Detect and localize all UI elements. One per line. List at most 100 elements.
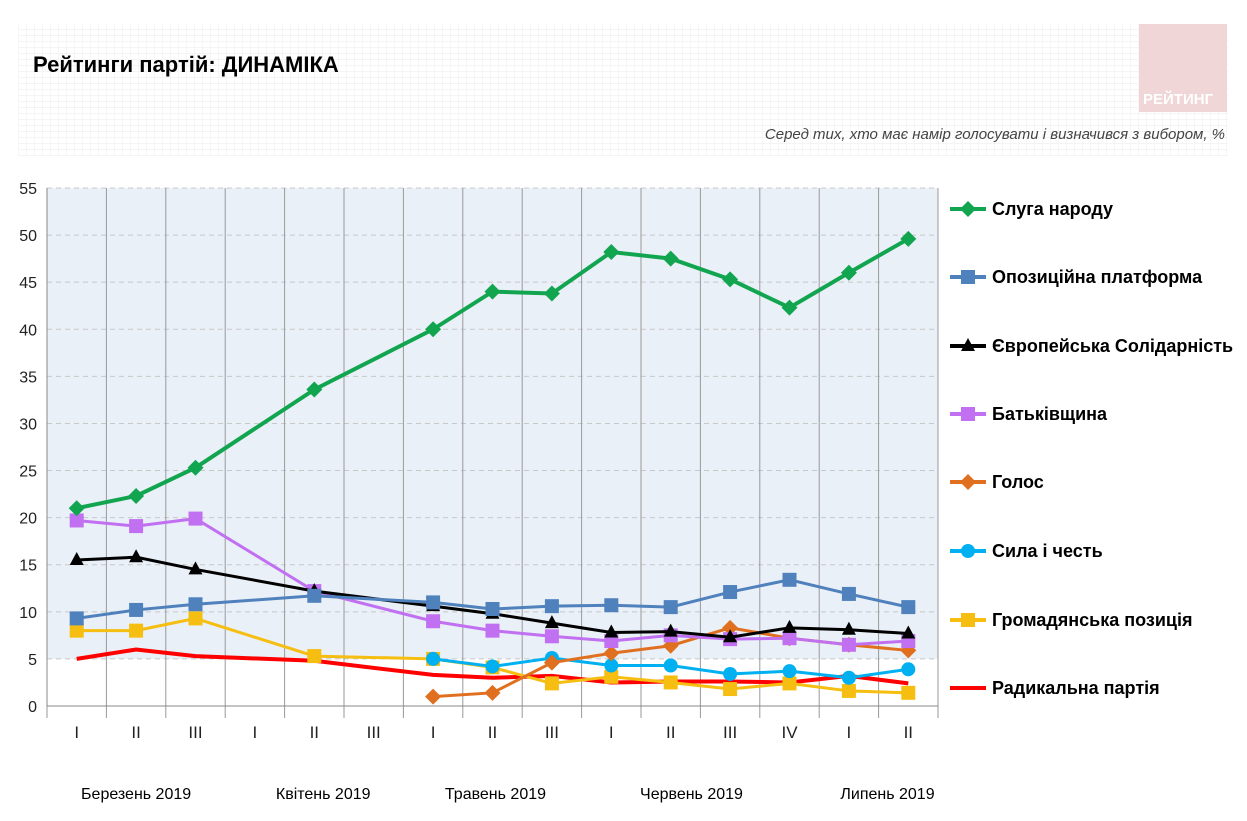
data-point-triangle (544, 615, 559, 629)
data-point-square (188, 611, 203, 626)
data-point-diamond (68, 500, 85, 517)
x-tick-label: II (310, 723, 319, 742)
data-point-square (604, 669, 619, 684)
legend-label: Європейська Солідарність (992, 335, 1234, 356)
data-point-square (544, 629, 559, 644)
data-point-diamond (128, 487, 145, 504)
data-point-square (426, 595, 441, 610)
data-point-diamond (425, 688, 442, 705)
data-point-square (485, 601, 500, 616)
legend-item: Голос (950, 470, 1044, 494)
data-point-square (841, 586, 856, 601)
legend-marker-icon (950, 270, 986, 284)
x-tick-label: I (74, 723, 79, 742)
data-point-diamond (781, 299, 798, 316)
legend-label: Слуга народу (992, 198, 1114, 219)
data-point-square (307, 649, 322, 664)
month-label: Квітень 2019 (275, 786, 371, 803)
x-tick-label: III (367, 723, 381, 742)
data-point-square (782, 631, 797, 646)
legend-marker-icon (950, 201, 986, 217)
legend-label: Сила і честь (992, 540, 1103, 561)
legend-marker-icon (950, 474, 986, 490)
y-tick-label: 15 (19, 558, 37, 575)
chart-subtitle: Серед тих, хто має намір голосувати і ви… (764, 126, 1225, 143)
month-label: Червень 2019 (640, 786, 743, 803)
legend-label: Батьківщина (992, 403, 1108, 424)
data-point-square (841, 637, 856, 652)
data-point-circle (901, 662, 916, 677)
data-point-square (782, 572, 797, 587)
data-point-triangle (604, 624, 619, 638)
data-point-square (129, 623, 144, 638)
data-point-square (663, 600, 678, 615)
data-point-square (604, 598, 619, 613)
x-tick-label: II (131, 723, 140, 742)
data-point-triangle (723, 629, 738, 643)
data-point-square (485, 623, 500, 638)
data-point-diamond (603, 645, 620, 662)
legend-marker-icon (950, 338, 986, 351)
y-tick-label: 40 (19, 322, 37, 339)
y-tick-label: 25 (19, 464, 37, 481)
y-tick-label: 10 (19, 605, 37, 622)
y-tick-label: 35 (19, 369, 37, 386)
x-tick-label: I (609, 723, 614, 742)
data-point-square (426, 614, 441, 629)
legend-item: Громадянська позиція (950, 608, 1192, 632)
x-tick-label: III (545, 723, 559, 742)
data-point-triangle (663, 623, 678, 637)
header-background (18, 24, 1228, 156)
legend-label: Громадянська позиція (992, 609, 1193, 630)
data-point-square (129, 519, 144, 534)
data-point-square (782, 676, 797, 691)
legend-marker-icon (950, 407, 986, 421)
chart-title: Рейтинги партій: ДИНАМІКА (33, 52, 339, 77)
legend-label: Радикальна партія (992, 677, 1160, 698)
data-point-square (69, 513, 84, 528)
data-point-circle (663, 658, 678, 673)
data-point-square (69, 611, 84, 626)
legend-item: Радикальна партія (950, 676, 1160, 700)
month-label: Липень 2019 (840, 786, 935, 803)
data-point-square (723, 682, 738, 697)
data-point-square (901, 685, 916, 700)
y-tick-label: 50 (19, 228, 37, 245)
data-point-square (544, 676, 559, 691)
logo: РЕЙТИНГ (1139, 24, 1227, 112)
data-point-square (307, 588, 322, 603)
legend-item: Слуга народу (950, 197, 1113, 221)
data-point-triangle (188, 561, 203, 575)
data-point-square (841, 683, 856, 698)
data-point-square (188, 597, 203, 612)
y-tick-label: 45 (19, 275, 37, 292)
data-point-diamond (543, 654, 560, 671)
data-point-circle (604, 658, 619, 673)
data-point-diamond (722, 271, 739, 288)
data-point-triangle (901, 625, 916, 639)
data-point-diamond (603, 244, 620, 261)
x-tick-label: II (904, 723, 913, 742)
x-tick-label: I (431, 723, 436, 742)
data-point-circle (841, 670, 856, 685)
legend-item: Європейська Солідарність (950, 334, 1233, 358)
data-point-diamond (187, 459, 204, 476)
data-point-diamond (484, 283, 501, 300)
y-tick-label: 55 (19, 181, 37, 198)
data-point-diamond (425, 321, 442, 338)
data-point-diamond (840, 264, 857, 281)
data-point-diamond (484, 684, 501, 701)
legend-item: Опозиційна платформа (950, 265, 1202, 289)
legend-label: Голос (992, 471, 1044, 492)
data-point-circle (782, 664, 797, 679)
legend-label: Опозиційна платформа (992, 266, 1203, 287)
data-point-triangle (129, 549, 144, 563)
y-tick-label: 20 (19, 511, 37, 528)
data-point-square (544, 599, 559, 614)
x-tick-label: II (488, 723, 497, 742)
x-tick-label: III (723, 723, 737, 742)
data-point-square (723, 585, 738, 600)
x-tick-label: III (188, 723, 202, 742)
legend-item: Батьківщина (950, 402, 1107, 426)
data-point-diamond (662, 250, 679, 267)
